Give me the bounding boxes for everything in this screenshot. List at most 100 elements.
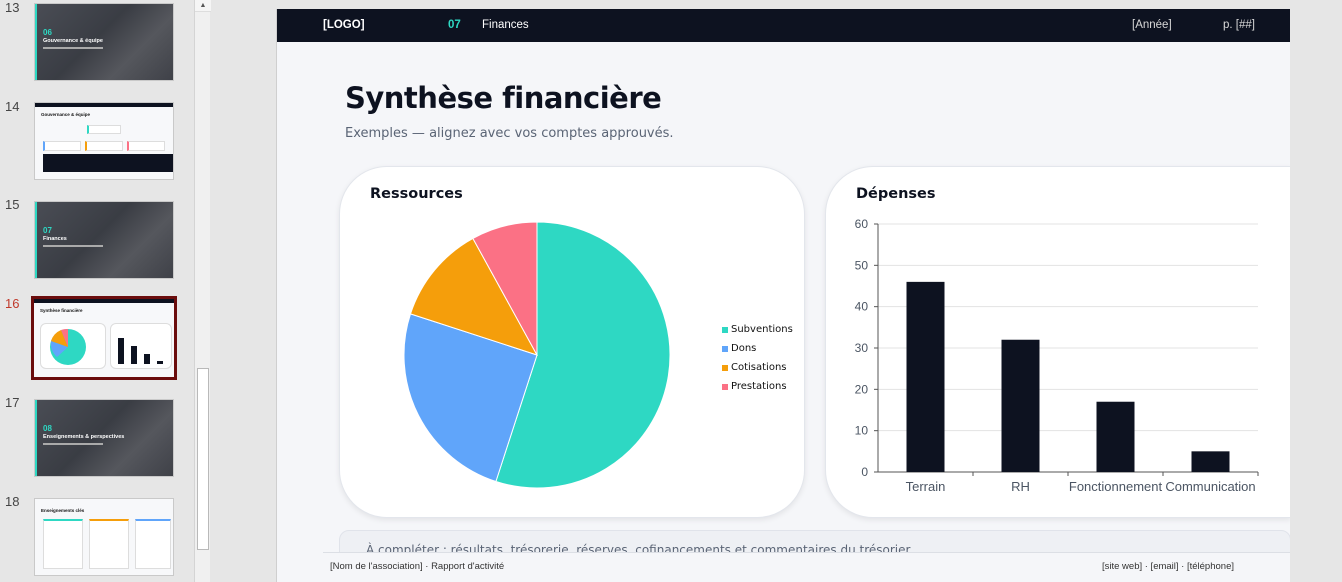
thumbnail-box (127, 141, 165, 151)
thumbnail-scrollbar[interactable]: ▲ (194, 0, 211, 582)
thumbnail-row-18[interactable]: 18 Enseignements clés (0, 494, 194, 576)
pie-slice-dons[interactable] (403, 313, 538, 483)
thumbnail-pie-icon (50, 328, 86, 365)
accent-bar (35, 400, 37, 476)
thumbnail-title: Enseignements clés (41, 508, 85, 513)
y-tick-label: 20 (855, 382, 869, 396)
legend-swatch (722, 345, 728, 352)
resources-card[interactable]: Ressources Subventions Dons Cotisations Pre… (339, 166, 805, 518)
thumbnail-title: Finances (43, 236, 67, 242)
slide-number: 14 (5, 99, 20, 114)
expenses-card[interactable]: Dépenses 0 10 20 30 40 50 60 Terrain RH Fonctionn… (825, 166, 1290, 518)
thumbnail-subtitle-line (43, 245, 103, 247)
thumbnail-box (43, 141, 81, 151)
resources-pie-chart[interactable] (390, 211, 690, 511)
thumbnail-bar-card (110, 323, 172, 369)
bar-communication[interactable] (1191, 451, 1230, 472)
thumbnail-section-number: 07 (43, 226, 52, 235)
legend-item: Dons (722, 339, 793, 358)
thumbnail-row-13[interactable]: 13 06 Gouvernance & équipe (0, 0, 194, 82)
bar-rh[interactable] (1001, 339, 1040, 472)
logo-placeholder: [LOGO] (323, 19, 365, 31)
slide-header-bar: [LOGO] 07 Finances [Année] p. [##] (277, 9, 1290, 42)
slide-thumbnail[interactable]: 06 Gouvernance & équipe (34, 3, 174, 81)
pie-slice-cotisations[interactable] (409, 237, 539, 356)
expenses-bar-chart[interactable]: 0 10 20 30 40 50 60 Terrain RH Fonctionnement Comm… (826, 211, 1266, 511)
slide-number: 15 (5, 197, 20, 212)
thumbnail-row-16[interactable]: 16 Synthèse financière (0, 296, 194, 382)
slide-number: 13 (5, 0, 20, 15)
legend-label: Dons (731, 343, 757, 354)
thumbnail-row-14[interactable]: 14 Gouvernance & équipe (0, 99, 194, 181)
legend-label: Cotisations (731, 362, 787, 373)
thumbnail-subtitle-line (43, 443, 103, 445)
page-number-placeholder: p. [##] (1223, 19, 1255, 31)
thumbnail-box (89, 519, 129, 569)
y-tick-label: 0 (861, 465, 868, 479)
accent-bar (35, 202, 37, 278)
x-tick-label: Terrain (906, 479, 946, 494)
year-placeholder: [Année] (1132, 19, 1172, 31)
thumbnail-dark-panel (43, 154, 173, 172)
thumbnail-row-15[interactable]: 15 07 Finances (0, 197, 194, 279)
thumbnail-title: Synthèse financière (40, 308, 83, 313)
scrollbar-thumb[interactable] (197, 368, 209, 550)
thumbnail-title: Gouvernance & équipe (43, 38, 103, 44)
y-tick-label: 30 (855, 341, 869, 355)
legend-label: Prestations (731, 381, 787, 392)
section-name: Finances (482, 19, 529, 31)
thumbnail-title: Gouvernance & équipe (41, 112, 91, 117)
legend-swatch (722, 383, 728, 390)
thumbnail-header-bar (35, 103, 173, 107)
thumbnail-box (43, 519, 83, 569)
legend-item: Subventions (722, 320, 793, 339)
accent-bar (35, 4, 37, 80)
scroll-up-arrow-icon[interactable]: ▲ (195, 0, 211, 12)
legend-label: Subventions (731, 324, 793, 335)
pie-slice-subventions[interactable] (495, 221, 671, 489)
thumbnail-box (135, 519, 171, 569)
bar-fonctionnement[interactable] (1096, 401, 1135, 472)
slide-footer: [Nom de l'association] · Rapport d'activ… (323, 552, 1290, 582)
x-tick-label: Fonctionnement (1069, 479, 1163, 494)
thumbnail-pie-card (40, 323, 106, 369)
slide-thumbnail-selected[interactable]: Synthèse financière (31, 296, 177, 380)
slide-thumbnail[interactable]: Enseignements clés (34, 498, 174, 576)
slide-number: 16 (5, 296, 20, 311)
y-tick-label: 50 (855, 258, 869, 272)
thumbnail-subtitle-line (43, 47, 103, 49)
slide-thumbnail[interactable]: Gouvernance & équipe (34, 102, 174, 180)
y-tick-label: 10 (855, 424, 869, 438)
pie-slice-prestations[interactable] (472, 221, 538, 356)
slide-thumbnail-pane: 13 06 Gouvernance & équipe 14 Gouvernanc… (0, 0, 194, 582)
slide-subtitle[interactable]: Exemples — alignez avec vos comptes appr… (345, 126, 674, 141)
x-tick-label: RH (1011, 479, 1030, 494)
slide-thumbnail[interactable]: 07 Finances (34, 201, 174, 279)
slide-number: 17 (5, 395, 20, 410)
slide-canvas[interactable]: [LOGO] 07 Finances [Année] p. [##] Synth… (276, 9, 1290, 582)
y-tick-label: 40 (855, 300, 869, 314)
footer-right-text: [site web] · [email] · [téléphone] (1101, 561, 1234, 572)
thumbnail-title: Enseignements & perspectives (43, 434, 125, 440)
pie-legend: Subventions Dons Cotisations Prestations (722, 320, 793, 396)
thumbnail-box (87, 125, 121, 134)
slide-number: 18 (5, 494, 20, 509)
resources-card-title: Ressources (370, 186, 463, 202)
expenses-card-title: Dépenses (856, 186, 936, 202)
thumbnail-row-17[interactable]: 17 08 Enseignements & perspectives (0, 395, 194, 477)
slide-title[interactable]: Synthèse financière (345, 81, 662, 115)
legend-swatch (722, 326, 728, 333)
thumbnail-section-number: 08 (43, 424, 52, 433)
legend-swatch (722, 364, 728, 371)
section-number: 07 (448, 19, 461, 31)
slide-thumbnail[interactable]: 08 Enseignements & perspectives (34, 399, 174, 477)
thumbnail-section-number: 06 (43, 28, 52, 37)
footer-left-text: [Nom de l'association] · Rapport d'activ… (330, 561, 505, 572)
y-tick-label: 60 (855, 217, 869, 231)
legend-item: Cotisations (722, 358, 793, 377)
right-margin (1290, 0, 1342, 582)
x-tick-label: Communication (1165, 479, 1255, 494)
legend-item: Prestations (722, 377, 793, 396)
bar-terrain[interactable] (906, 281, 945, 472)
thumbnail-header-bar (34, 299, 174, 303)
